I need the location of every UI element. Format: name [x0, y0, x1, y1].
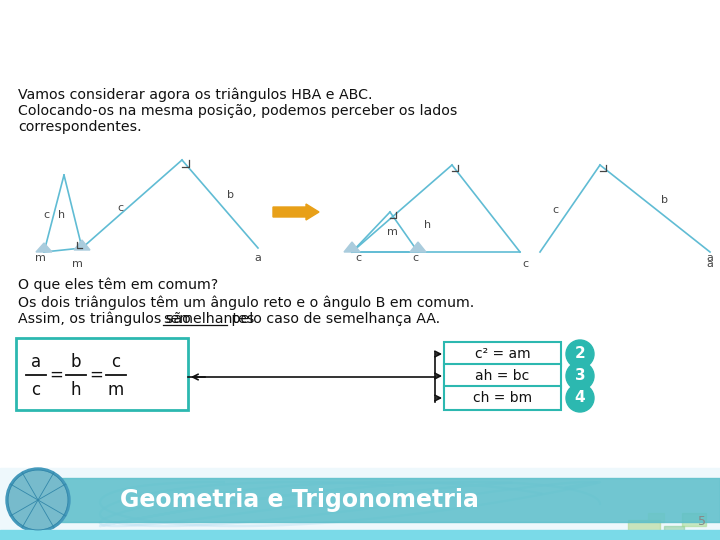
Text: 2: 2 — [575, 347, 585, 361]
Text: c: c — [117, 203, 123, 213]
Text: m: m — [387, 227, 397, 237]
Circle shape — [6, 468, 70, 532]
Text: Geometria e Trigonometria: Geometria e Trigonometria — [120, 488, 479, 512]
FancyBboxPatch shape — [444, 364, 561, 388]
Text: b: b — [662, 195, 668, 205]
Text: 5: 5 — [698, 515, 706, 528]
Text: h: h — [71, 381, 81, 399]
Text: m: m — [71, 259, 82, 269]
Polygon shape — [344, 242, 360, 252]
Text: ch = bm: ch = bm — [473, 391, 532, 405]
Text: correspondentes.: correspondentes. — [18, 120, 142, 134]
Text: 4: 4 — [575, 390, 585, 406]
Bar — [648, 513, 664, 522]
FancyBboxPatch shape — [444, 386, 561, 410]
Text: 3: 3 — [575, 368, 585, 383]
Text: c: c — [112, 353, 120, 371]
FancyArrow shape — [273, 204, 319, 220]
Text: ah = bc: ah = bc — [475, 369, 530, 383]
FancyBboxPatch shape — [444, 342, 561, 366]
Text: a: a — [255, 253, 261, 263]
Bar — [58, 478, 720, 522]
Polygon shape — [36, 243, 52, 252]
Text: b: b — [71, 353, 81, 371]
Text: h: h — [58, 210, 66, 220]
Bar — [682, 513, 706, 526]
Circle shape — [566, 362, 594, 390]
Text: =: = — [89, 366, 103, 384]
Text: m: m — [108, 381, 124, 399]
Text: c: c — [43, 210, 49, 220]
Text: =: = — [49, 366, 63, 384]
Text: pelo caso de semelhança AA.: pelo caso de semelhança AA. — [227, 312, 440, 326]
Text: Assim, os triângulos são: Assim, os triângulos são — [18, 312, 195, 327]
Text: Os dois triângulos têm um ângulo reto e o ângulo B em comum.: Os dois triângulos têm um ângulo reto e … — [18, 295, 474, 309]
Bar — [628, 520, 660, 536]
Text: c² = am: c² = am — [474, 347, 531, 361]
Text: Colocando-os na mesma posição, podemos perceber os lados: Colocando-os na mesma posição, podemos p… — [18, 104, 457, 118]
Text: c: c — [412, 253, 418, 263]
Text: m: m — [35, 253, 45, 263]
Text: a: a — [31, 353, 41, 371]
Polygon shape — [410, 242, 426, 252]
Bar — [0, 468, 720, 540]
Bar — [0, 530, 720, 540]
Text: c: c — [522, 259, 528, 269]
Text: c: c — [32, 381, 40, 399]
Polygon shape — [74, 240, 90, 250]
Text: O que eles têm em comum?: O que eles têm em comum? — [18, 278, 218, 293]
Text: b: b — [227, 190, 233, 200]
Text: a: a — [706, 259, 714, 269]
FancyBboxPatch shape — [16, 338, 188, 410]
Text: c: c — [355, 253, 361, 263]
Bar — [664, 526, 684, 538]
Text: h: h — [424, 220, 431, 230]
Circle shape — [566, 340, 594, 368]
Text: c: c — [552, 205, 558, 215]
Text: Vamos considerar agora os triângulos HBA e ABC.: Vamos considerar agora os triângulos HBA… — [18, 88, 372, 103]
Text: semelhantes: semelhantes — [163, 312, 254, 326]
Circle shape — [9, 471, 67, 529]
Text: a: a — [706, 253, 714, 263]
Circle shape — [566, 384, 594, 412]
